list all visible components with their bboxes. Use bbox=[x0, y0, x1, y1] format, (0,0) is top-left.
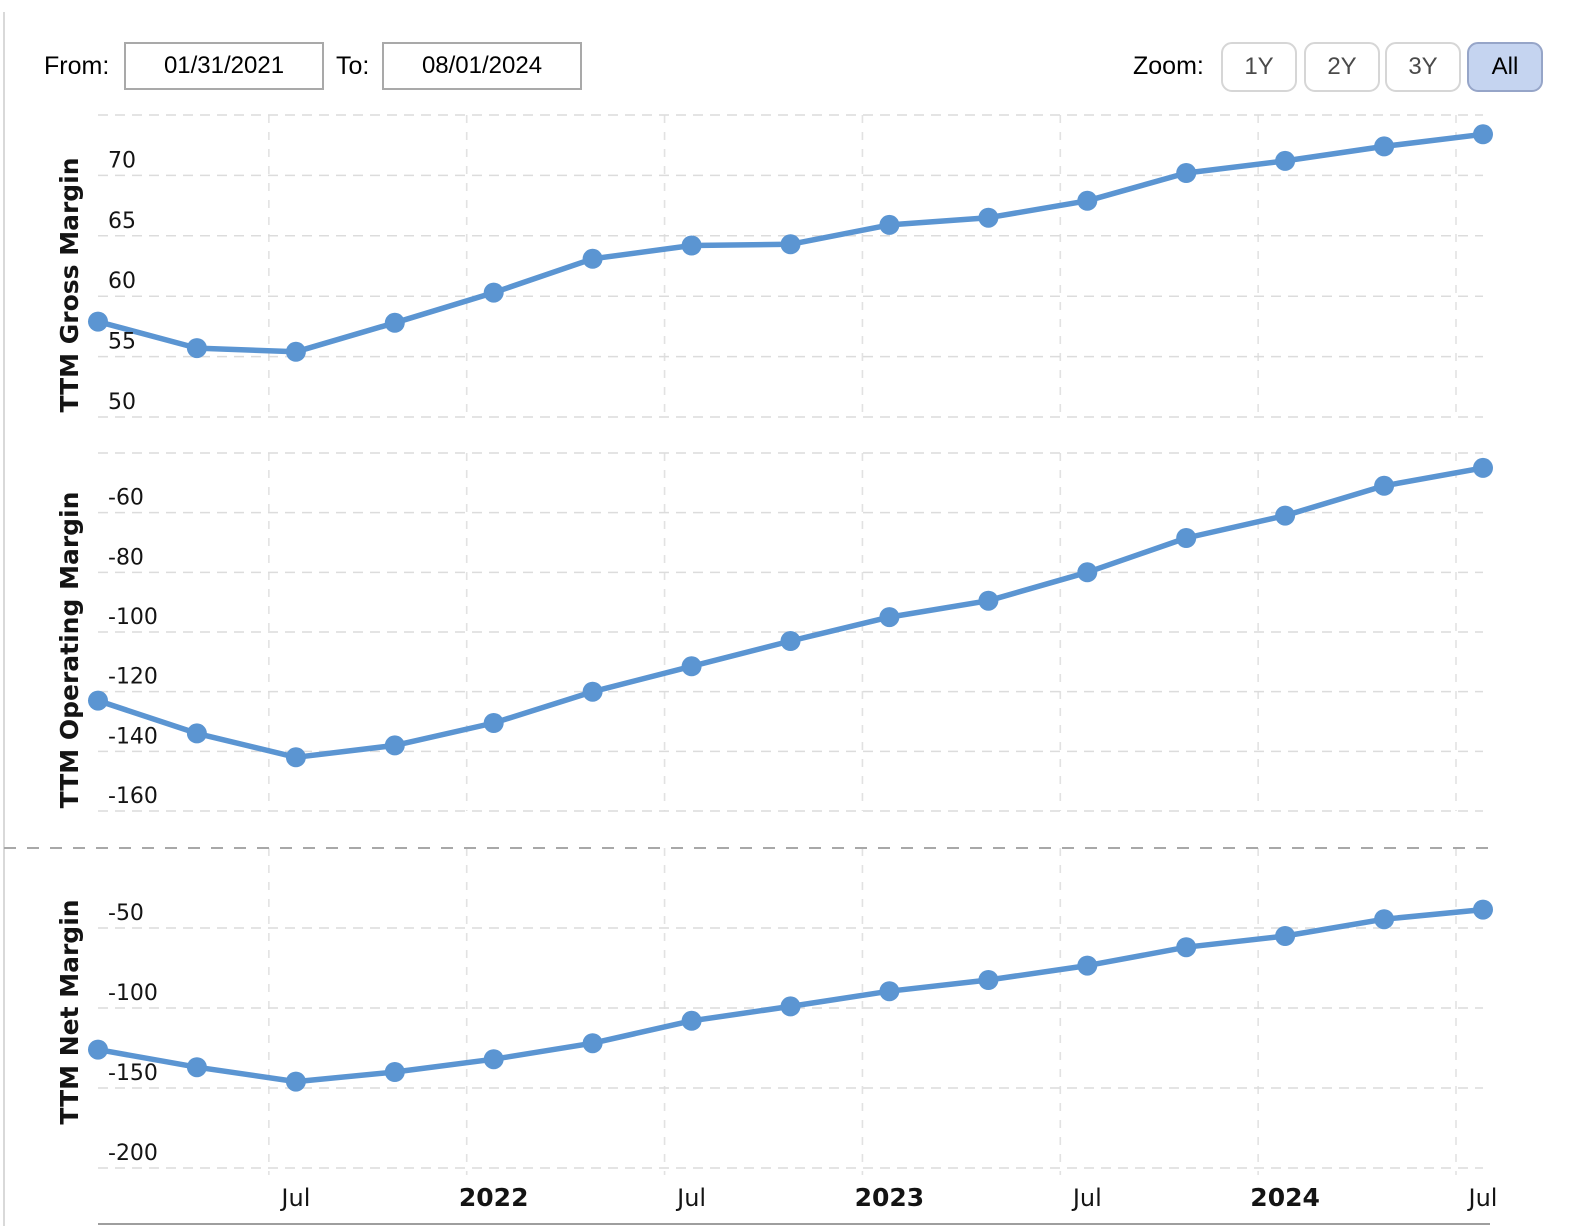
x-axis-tick-label: 2024 bbox=[1250, 1183, 1320, 1212]
data-point[interactable] bbox=[285, 747, 306, 768]
data-point[interactable] bbox=[483, 1049, 504, 1070]
data-point[interactable] bbox=[384, 735, 405, 756]
data-point[interactable] bbox=[1473, 457, 1493, 478]
data-point[interactable] bbox=[1473, 899, 1493, 920]
from-date-input[interactable] bbox=[124, 42, 324, 90]
y-axis-tick-label: 55 bbox=[108, 330, 136, 355]
data-point[interactable] bbox=[978, 207, 999, 228]
y-axis-tick-label: -160 bbox=[108, 784, 158, 809]
data-point[interactable] bbox=[1077, 955, 1098, 976]
data-point[interactable] bbox=[978, 970, 999, 990]
pane-ttm-net-margin: -50 -100 -150 -200 TTM Net Margin bbox=[4, 847, 1493, 1175]
data-point[interactable] bbox=[681, 656, 702, 677]
zoom-label: Zoom: bbox=[1133, 52, 1204, 80]
y-axis-title: TTM Gross Margin bbox=[55, 157, 84, 412]
data-point[interactable] bbox=[483, 713, 504, 733]
x-axis-tick-label: 2022 bbox=[459, 1183, 529, 1212]
data-point[interactable] bbox=[1275, 150, 1296, 171]
from-label: From: bbox=[44, 52, 110, 80]
zoom-3y-button[interactable]: 3Y bbox=[1385, 42, 1461, 92]
zoom-1y-button[interactable]: 1Y bbox=[1221, 42, 1297, 92]
data-point[interactable] bbox=[780, 996, 801, 1017]
data-point[interactable] bbox=[780, 631, 801, 651]
data-point[interactable] bbox=[384, 1062, 405, 1082]
x-axis-tick-label: Jul bbox=[1467, 1184, 1498, 1212]
x-axis-tick-label: 2023 bbox=[855, 1183, 925, 1212]
data-point[interactable] bbox=[978, 590, 999, 611]
data-point[interactable] bbox=[1275, 505, 1296, 526]
y-axis-tick-label: -100 bbox=[108, 981, 158, 1006]
x-axis-tick-label: Jul bbox=[1071, 1184, 1102, 1212]
data-point[interactable] bbox=[1176, 163, 1197, 183]
data-point[interactable] bbox=[780, 234, 801, 255]
data-point[interactable] bbox=[1473, 124, 1493, 145]
y-axis-title: TTM Operating Margin bbox=[55, 492, 84, 809]
x-axis-tick-label: Jul bbox=[279, 1184, 310, 1212]
data-point[interactable] bbox=[483, 282, 504, 303]
data-point[interactable] bbox=[879, 214, 900, 235]
ttm-operating-margin-line bbox=[95, 465, 1486, 761]
data-point[interactable] bbox=[186, 723, 207, 744]
data-point[interactable] bbox=[1176, 937, 1197, 958]
y-axis-title: TTM Net Margin bbox=[55, 899, 84, 1124]
y-axis-tick-label: 65 bbox=[108, 209, 136, 234]
data-point[interactable] bbox=[1374, 136, 1395, 157]
data-point[interactable] bbox=[88, 690, 108, 711]
y-axis-tick-label: -140 bbox=[108, 724, 158, 749]
y-axis-tick-label: -100 bbox=[108, 605, 158, 630]
data-point[interactable] bbox=[879, 607, 900, 628]
y-axis-tick-label: 50 bbox=[108, 390, 136, 415]
y-axis-tick-label: -200 bbox=[108, 1141, 158, 1166]
pane-ttm-operating-margin: -60 -80 -100 -120 -140 -160 TTM Operating Marg… bbox=[55, 452, 1493, 812]
data-point[interactable] bbox=[88, 311, 108, 332]
data-point[interactable] bbox=[1374, 475, 1395, 496]
data-point[interactable] bbox=[582, 681, 603, 702]
zoom-all-button[interactable]: All bbox=[1467, 42, 1543, 92]
x-axis: Jul 2022 Jul 2023 Jul 2024 Jul bbox=[98, 1183, 1498, 1225]
data-point[interactable] bbox=[285, 341, 306, 362]
data-point[interactable] bbox=[1077, 562, 1098, 583]
data-point[interactable] bbox=[186, 1057, 207, 1078]
y-axis-tick-label: -120 bbox=[108, 665, 158, 690]
data-point[interactable] bbox=[1077, 190, 1098, 211]
y-axis-tick-label: 60 bbox=[108, 269, 136, 294]
to-date-input[interactable] bbox=[382, 42, 582, 90]
y-axis-tick-label: -80 bbox=[108, 545, 144, 570]
data-point[interactable] bbox=[681, 1010, 702, 1031]
y-axis-tick-label: 70 bbox=[108, 148, 136, 173]
y-axis-tick-label: -50 bbox=[108, 901, 144, 926]
data-point[interactable] bbox=[88, 1039, 108, 1060]
data-point[interactable] bbox=[582, 1033, 603, 1054]
pane-ttm-gross-margin: 70 65 60 55 50 TTM Gross Margin bbox=[55, 114, 1493, 418]
data-point[interactable] bbox=[1176, 528, 1197, 548]
data-point[interactable] bbox=[879, 981, 900, 1002]
zoom-2y-button[interactable]: 2Y bbox=[1304, 42, 1380, 92]
to-label: To: bbox=[336, 52, 370, 80]
data-point[interactable] bbox=[582, 248, 603, 269]
data-point[interactable] bbox=[186, 338, 207, 359]
data-point[interactable] bbox=[384, 312, 405, 333]
data-point[interactable] bbox=[1374, 909, 1395, 930]
x-axis-tick-label: Jul bbox=[675, 1184, 706, 1212]
data-point[interactable] bbox=[285, 1071, 306, 1092]
y-axis-tick-label: -60 bbox=[108, 486, 144, 511]
y-axis-tick-label: -150 bbox=[108, 1061, 158, 1086]
data-point[interactable] bbox=[681, 235, 702, 256]
data-point[interactable] bbox=[1275, 926, 1296, 946]
